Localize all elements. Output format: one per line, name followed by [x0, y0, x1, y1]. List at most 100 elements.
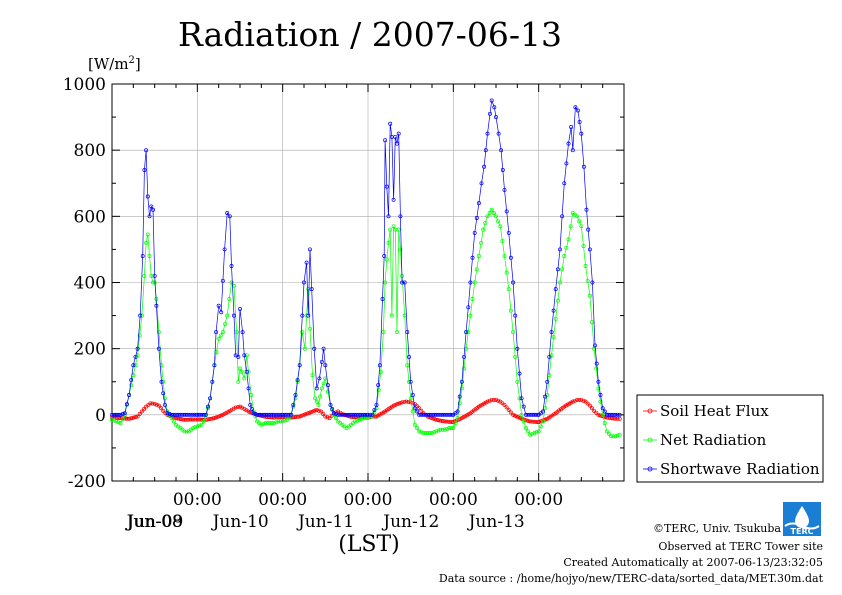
data-point	[470, 255, 475, 260]
data-point	[325, 383, 330, 388]
series-shortwave-radiation	[110, 98, 622, 417]
data-point	[609, 434, 614, 439]
data-point	[147, 254, 152, 258]
data-point	[599, 413, 604, 418]
data-point	[329, 413, 334, 418]
data-point	[587, 403, 592, 408]
data-point	[400, 280, 405, 285]
data-point	[272, 415, 277, 420]
data-point	[462, 366, 466, 371]
data-point	[233, 405, 238, 410]
data-point	[161, 391, 166, 396]
data-point	[328, 402, 333, 407]
data-point	[521, 419, 526, 424]
data-point	[506, 287, 511, 292]
data-point	[122, 411, 127, 416]
data-point	[218, 333, 223, 338]
data-point	[570, 399, 575, 404]
data-point	[165, 411, 170, 416]
data-point	[485, 214, 490, 219]
x-tick-time-label: 00:00	[344, 490, 393, 510]
data-point	[446, 412, 451, 417]
data-point	[302, 346, 307, 351]
data-point	[519, 396, 524, 401]
legend-item-soil-heat-flux: Soil Heat Flux	[643, 402, 769, 420]
data-point	[504, 405, 509, 410]
data-point	[395, 141, 399, 146]
data-point	[350, 412, 355, 417]
x-tick-date-label: Jun-10	[211, 512, 269, 532]
data-point	[239, 369, 244, 374]
data-point	[334, 412, 338, 416]
data-point	[212, 363, 217, 368]
data-point	[140, 254, 145, 258]
data-point	[249, 407, 254, 411]
data-point	[361, 412, 366, 417]
data-point	[380, 297, 385, 301]
data-point	[470, 297, 475, 301]
data-point	[412, 402, 417, 407]
data-point	[184, 429, 189, 434]
data-point	[382, 254, 387, 258]
data-point	[308, 247, 312, 252]
data-point	[483, 148, 488, 153]
data-point	[451, 426, 456, 431]
data-point	[402, 399, 407, 404]
data-point	[577, 120, 582, 124]
data-point	[182, 429, 187, 434]
data-point	[602, 421, 607, 426]
data-point	[575, 108, 580, 113]
data-point	[321, 412, 326, 416]
data-point	[474, 216, 479, 220]
data-point	[395, 330, 399, 335]
data-point	[515, 379, 520, 384]
data-point	[300, 330, 305, 335]
data-point	[479, 181, 484, 186]
data-point	[274, 412, 279, 417]
data-point	[508, 255, 513, 260]
data-point	[293, 393, 298, 397]
data-point	[323, 414, 328, 419]
data-point	[598, 393, 603, 397]
data-point	[502, 254, 507, 258]
data-point	[583, 264, 588, 268]
data-point	[611, 412, 616, 417]
data-point	[517, 396, 522, 401]
y-axis-unit-superscript: 2	[129, 55, 135, 66]
data-point	[376, 388, 381, 392]
data-point	[242, 376, 247, 381]
data-point	[357, 412, 362, 417]
data-point	[284, 417, 289, 422]
data-point	[617, 432, 622, 437]
data-point	[594, 410, 599, 415]
data-point	[308, 326, 312, 331]
data-point	[445, 412, 450, 417]
data-point	[171, 419, 176, 424]
data-point	[398, 247, 403, 252]
data-point	[154, 402, 159, 407]
data-point	[370, 412, 375, 417]
data-point	[617, 416, 622, 421]
data-point	[202, 412, 207, 417]
data-point	[306, 313, 311, 318]
data-point	[287, 412, 292, 417]
data-point	[327, 416, 332, 421]
data-point	[432, 430, 437, 435]
data-point	[319, 386, 324, 391]
data-point	[448, 412, 453, 417]
data-point	[142, 273, 147, 278]
data-point	[156, 346, 161, 351]
data-point	[442, 427, 447, 432]
data-point	[404, 399, 409, 404]
data-point	[468, 313, 473, 318]
data-point	[210, 416, 215, 421]
data-point	[127, 393, 132, 397]
data-point	[506, 407, 511, 412]
data-point	[533, 419, 538, 424]
data-point	[587, 247, 592, 252]
data-point	[499, 148, 504, 153]
data-point	[265, 421, 270, 426]
data-point	[457, 401, 462, 406]
data-point	[459, 386, 464, 391]
data-point	[368, 415, 373, 420]
